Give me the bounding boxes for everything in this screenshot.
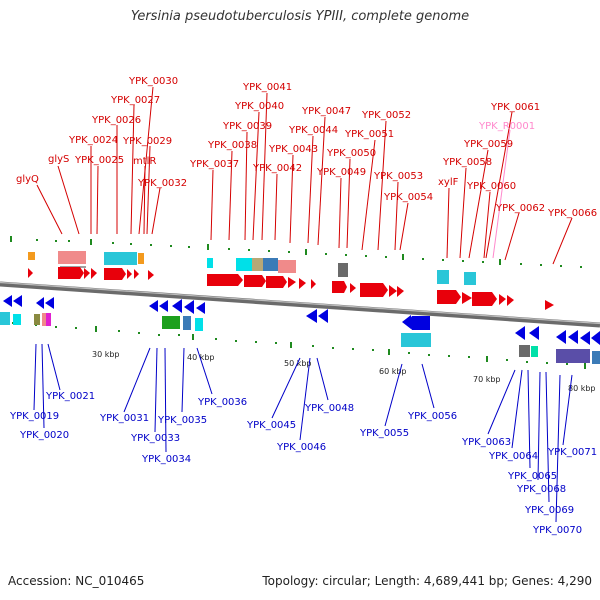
gene-label[interactable]: YPK_0048 [304,403,354,414]
topology-text: Topology: circular; Length: 4,689,441 bp… [262,574,592,588]
reverse-gene-arrows[interactable] [3,295,600,345]
gene-label[interactable]: YPK_0032 [137,178,187,189]
gene-label[interactable]: YPK_0054 [383,192,433,203]
gene-label[interactable]: YPK_0030 [128,76,178,87]
gene-label[interactable]: YPK_0044 [288,125,338,136]
gene-label[interactable]: YPK_0046 [276,442,326,453]
bottom-rail [12,322,586,369]
gene-label[interactable]: YPK_0050 [326,148,376,159]
gene-label[interactable]: YPK_0059 [463,139,513,150]
gene-label[interactable]: YPK_0040 [234,101,284,112]
gene-label[interactable]: YPK_0068 [516,484,566,495]
gene-label[interactable]: YPK_0058 [442,157,492,168]
gene-label[interactable]: YPK_0064 [488,451,538,462]
gene-label[interactable]: YPK_0024 [68,135,118,146]
scale-label: 60 kbp [379,367,407,376]
gene-label[interactable]: YPK_0045 [246,420,296,431]
gene-label[interactable]: YPK_0053 [373,171,423,182]
pseudo-leader-line [492,129,511,259]
gene-label[interactable]: glyS [48,154,69,165]
scale-label: 40 kbp [187,353,215,362]
bottom-leader-lines [33,343,573,523]
gene-label[interactable]: YPK_0052 [361,110,411,121]
gene-label[interactable]: xylF [438,177,459,188]
reverse-feature-boxes[interactable] [0,312,600,364]
gene-label[interactable]: YPK_0056 [407,411,457,422]
genome-backbone [0,281,600,328]
gene-label[interactable]: YPK_0026 [91,115,141,126]
gene-label[interactable]: YPK_0037 [189,159,239,170]
scale-label: 30 kbp [92,350,120,359]
gene-label[interactable]: YPK_0043 [268,144,318,155]
gene-label[interactable]: YPK_0019 [9,411,59,422]
gene-label[interactable]: YPK_0049 [316,167,366,178]
genome-title: Yersinia pseudotuberculosis YPIII, compl… [130,9,470,24]
gene-label[interactable]: YPK_0029 [122,136,172,147]
gene-label[interactable]: YPK_0031 [99,413,149,424]
gene-label[interactable]: YPK_0034 [141,454,191,465]
gene-label[interactable]: YPK_0062 [495,203,545,214]
gene-label[interactable]: YPK_0035 [157,415,207,426]
gene-label[interactable]: YPK_0033 [130,433,180,444]
gene-label[interactable]: YPK_0051 [344,129,394,140]
gene-label[interactable]: YPK_0021 [45,391,95,402]
gene-label[interactable]: YPK_0041 [242,82,292,93]
gene-label[interactable]: YPK_0042 [252,163,302,174]
gene-label[interactable]: YPK_0027 [110,95,160,106]
gene-label[interactable]: YPK_0071 [547,447,597,458]
accession-text: Accession: NC_010465 [8,574,145,588]
scale-label: 80 kbp [568,384,596,393]
gene-label[interactable]: YPK_0063 [461,437,511,448]
gene-label[interactable]: YPK_0047 [301,106,351,117]
gene-label-pseudo[interactable]: YPK_R0001 [478,121,535,132]
gene-label[interactable]: YPK_0070 [532,525,582,536]
top-rail [10,236,582,268]
gene-label[interactable]: YPK_0061 [490,102,540,113]
gene-label[interactable]: YPK_0036 [197,397,247,408]
gene-label[interactable]: YPK_0038 [207,140,257,151]
scale-label: 70 kbp [473,375,501,384]
gene-label[interactable]: YPK_0020 [19,430,69,441]
gene-label[interactable]: YPK_0065 [507,471,557,482]
top-leader-lines [36,86,573,265]
gene-label[interactable]: YPK_0039 [222,121,272,132]
gene-label[interactable]: glyQ [16,174,39,185]
gene-label[interactable]: YPK_0025 [74,155,124,166]
gene-label[interactable]: YPK_0066 [547,208,597,219]
gene-label[interactable]: YPK_0060 [466,181,516,192]
gene-label[interactable]: YPK_0055 [359,428,409,439]
forward-gene-arrows[interactable] [28,267,554,310]
gene-label[interactable]: mtlR [133,156,156,167]
gene-label[interactable]: YPK_0069 [524,505,574,516]
